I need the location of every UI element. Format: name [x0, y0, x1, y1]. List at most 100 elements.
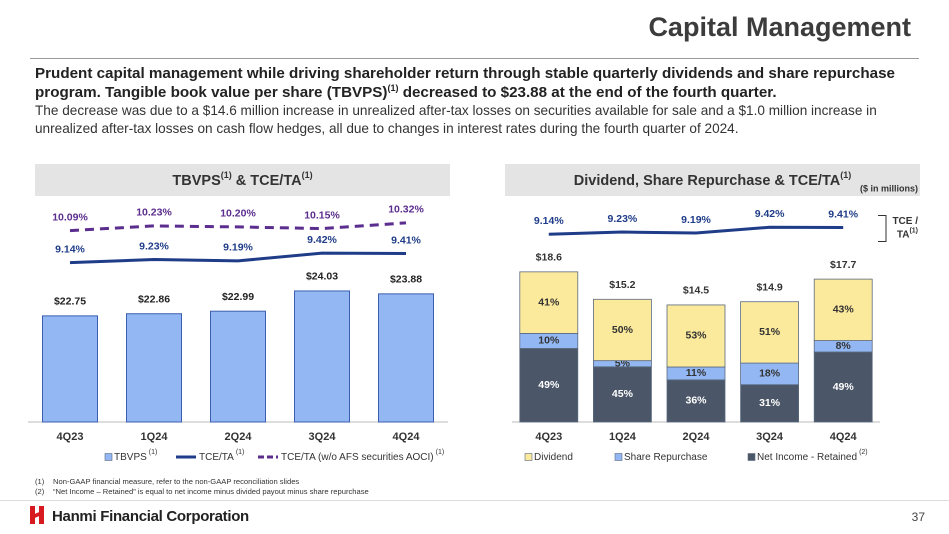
page-number: 37 [911, 510, 925, 524]
bracket [878, 214, 887, 242]
bar-segment [666, 379, 726, 423]
legend-label: TCE/TA (1) [199, 449, 244, 463]
chart-title-note: (1) [302, 170, 313, 180]
segment-label: 49% [538, 379, 560, 391]
logo-icon [30, 506, 44, 524]
footnote-text: Non-GAAP financial measure, refer to the… [53, 477, 300, 486]
footer-rule [0, 500, 949, 501]
x-tick-label: 2Q24 [683, 431, 711, 443]
total-label: $14.9 [756, 281, 782, 293]
description: The decrease was due to a $14.6 million … [35, 103, 877, 136]
footnote: (2) “Net Income – Retained” is equal to n… [35, 487, 369, 497]
legend-marker [524, 453, 533, 461]
line-end-label: TA(1) [897, 227, 918, 240]
line-label: 10.32% [388, 204, 424, 216]
footnote-marker: (1) [35, 477, 45, 486]
title-rule [30, 58, 919, 59]
bar-segment [593, 366, 652, 423]
line [69, 251, 407, 265]
segment-label: 18% [759, 368, 781, 380]
legend-marker [747, 453, 756, 461]
legend-label: Dividend [534, 452, 573, 463]
line-label: 9.23% [139, 240, 169, 252]
line-label: 9.19% [681, 214, 711, 226]
footnote: (1) Non-GAAP financial measure, refer to … [35, 477, 369, 487]
headline-text: Prudent capital management while driving… [35, 65, 895, 101]
legend-label-note: (1) [149, 449, 158, 456]
headline-note: (1) [387, 82, 399, 93]
x-tick-label: 2Q24 [225, 431, 253, 443]
line [548, 225, 844, 236]
x-tick-label: 4Q23 [57, 431, 84, 443]
line-label: 9.41% [391, 234, 421, 246]
line-end-label: TCE / [892, 216, 918, 227]
line [69, 221, 407, 233]
bar-segment [813, 278, 873, 341]
segment-label: 10% [538, 335, 560, 347]
bar-segment [740, 301, 799, 364]
bar-segment [813, 351, 873, 423]
line-label: 9.14% [534, 215, 564, 227]
legend-label: Share Repurchase [624, 452, 708, 463]
headline-text: decreased to $23.88 at the end of the fo… [398, 84, 777, 101]
bar [294, 290, 350, 423]
chart-title-note: (1) [221, 170, 232, 180]
legend-label-text: TCE/TA (w/o AFS securities AOCI) [281, 452, 434, 463]
legend-label-note: (2) [859, 449, 868, 456]
line-label: 10.23% [136, 207, 172, 219]
bar [126, 313, 182, 423]
chart-title-text: & TCE/TA [232, 173, 302, 189]
bar [378, 293, 434, 423]
chart-title-text: TBVPS [172, 173, 221, 189]
legend-label: TCE/TA (w/o AFS securities AOCI) (1) [281, 449, 444, 463]
company-name: Hanmi Financial Corporation [52, 508, 249, 525]
legend-label-note: (1) [436, 449, 445, 456]
bar-label: $22.86 [138, 294, 170, 306]
segment-label: 11% [686, 367, 707, 379]
headline: Prudent capital management while driving… [35, 64, 920, 102]
bar-segment [519, 348, 579, 423]
bar-label: $24.03 [306, 271, 338, 283]
chart-title-note: (1) [840, 170, 851, 180]
legend-marker [614, 453, 623, 461]
line-label: 10.15% [304, 209, 340, 221]
bar-segment [593, 298, 652, 362]
total-label: $15.2 [609, 279, 635, 291]
bar [42, 315, 98, 423]
line-label: 9.19% [223, 242, 253, 254]
line-label: 10.20% [220, 208, 256, 220]
chart: Dividend, Share Repurchase & TCE/TA(1)($… [505, 164, 920, 463]
bar-label: $22.75 [54, 296, 86, 308]
chart-title-band [505, 164, 920, 196]
x-tick-label: 1Q24 [141, 431, 169, 443]
legend-label-note: (1) [236, 449, 245, 456]
bar-segment [519, 271, 579, 334]
bar-segment [666, 304, 726, 368]
segment-label: 49% [833, 381, 855, 393]
bar-label: $22.99 [222, 291, 254, 303]
bar-label: $23.88 [390, 274, 422, 286]
line-label: 9.42% [755, 208, 785, 220]
segment-label: 36% [685, 395, 707, 407]
line-label: 9.14% [55, 243, 85, 255]
footnote-marker: (2) [35, 487, 45, 496]
segment-label: 31% [759, 397, 781, 409]
x-tick-label: 4Q23 [535, 431, 562, 443]
segment-label: 50% [612, 324, 634, 336]
x-tick-label: 3Q24 [309, 431, 337, 443]
legend-label: TBVPS (1) [114, 449, 157, 463]
segment-label: 53% [685, 330, 707, 342]
segment-label: 8% [836, 340, 852, 352]
chart: TBVPS(1) & TCE/TA(1)4Q23 1Q24 2Q24 3Q24 4Q24… [28, 164, 450, 463]
line-label: 9.42% [307, 234, 337, 246]
total-label: $17.7 [830, 259, 856, 271]
x-tick-label: 3Q24 [756, 431, 784, 443]
segment-label: 51% [759, 326, 781, 338]
bar [210, 310, 266, 423]
chart-subtitle: ($ in millions) [860, 183, 918, 193]
legend-label-text: Net Income - Retained [757, 452, 857, 463]
x-tick-label: 4Q24 [393, 431, 421, 443]
segment-label: 41% [538, 296, 560, 308]
